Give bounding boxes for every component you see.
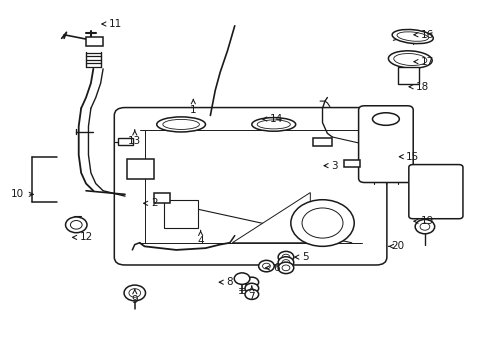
Circle shape xyxy=(278,251,293,263)
Ellipse shape xyxy=(391,30,432,44)
Circle shape xyxy=(290,200,353,246)
Ellipse shape xyxy=(387,51,431,68)
Circle shape xyxy=(65,217,87,233)
FancyBboxPatch shape xyxy=(114,108,386,265)
Text: 12: 12 xyxy=(72,232,92,242)
Text: 2: 2 xyxy=(143,198,157,208)
Circle shape xyxy=(414,220,434,234)
Text: 4: 4 xyxy=(197,230,203,246)
Circle shape xyxy=(258,260,274,272)
Ellipse shape xyxy=(157,117,205,132)
Text: 19: 19 xyxy=(413,216,433,226)
Bar xyxy=(127,159,154,179)
Ellipse shape xyxy=(372,113,399,125)
Text: 15: 15 xyxy=(398,152,419,162)
Text: 10: 10 xyxy=(11,189,33,199)
Text: 16: 16 xyxy=(413,30,433,40)
Bar xyxy=(163,200,198,228)
Text: 5: 5 xyxy=(294,252,308,262)
FancyBboxPatch shape xyxy=(408,165,462,219)
Text: 3: 3 xyxy=(324,161,337,171)
Text: 1: 1 xyxy=(190,99,196,115)
Circle shape xyxy=(278,257,293,268)
Circle shape xyxy=(234,273,249,284)
Text: 11: 11 xyxy=(102,19,122,29)
Ellipse shape xyxy=(396,32,427,41)
Text: 14: 14 xyxy=(262,114,282,124)
Circle shape xyxy=(262,263,270,269)
Bar xyxy=(344,159,359,167)
Bar xyxy=(312,138,331,146)
Circle shape xyxy=(129,289,141,297)
Circle shape xyxy=(302,208,342,238)
Ellipse shape xyxy=(163,120,199,130)
Text: 7: 7 xyxy=(248,286,255,302)
Polygon shape xyxy=(232,193,310,243)
Text: 8: 8 xyxy=(219,277,233,287)
Circle shape xyxy=(282,260,289,265)
Circle shape xyxy=(244,283,258,293)
FancyBboxPatch shape xyxy=(358,106,412,183)
Circle shape xyxy=(70,221,82,229)
Circle shape xyxy=(244,277,258,287)
Text: 20: 20 xyxy=(388,241,404,251)
Circle shape xyxy=(419,223,429,230)
Circle shape xyxy=(124,285,145,301)
Text: 18: 18 xyxy=(408,82,428,92)
Bar xyxy=(154,193,169,203)
Text: 9: 9 xyxy=(131,289,138,305)
Text: 13: 13 xyxy=(128,130,141,145)
Bar xyxy=(118,138,133,145)
Ellipse shape xyxy=(393,54,426,66)
Circle shape xyxy=(244,289,258,300)
Text: 17: 17 xyxy=(413,57,433,67)
Bar xyxy=(397,67,418,84)
Bar xyxy=(86,37,103,45)
Ellipse shape xyxy=(251,118,295,131)
Circle shape xyxy=(278,262,293,274)
Circle shape xyxy=(282,254,289,260)
Circle shape xyxy=(282,265,289,271)
Text: 6: 6 xyxy=(265,263,279,273)
Ellipse shape xyxy=(257,120,290,129)
